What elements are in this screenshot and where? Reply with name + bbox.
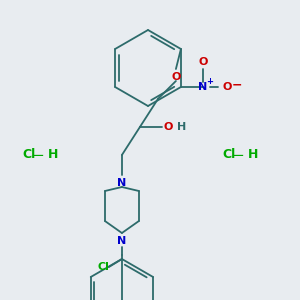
Text: H: H xyxy=(177,122,187,132)
Text: O: O xyxy=(198,57,208,67)
Text: O: O xyxy=(163,122,172,132)
Text: +: + xyxy=(206,76,213,85)
Text: N: N xyxy=(198,82,208,92)
Text: Cl: Cl xyxy=(22,148,35,161)
Text: −: − xyxy=(32,148,44,163)
Text: N: N xyxy=(117,236,127,246)
Text: Cl: Cl xyxy=(98,262,110,272)
Text: O: O xyxy=(222,82,232,92)
Text: −: − xyxy=(232,148,244,163)
Text: H: H xyxy=(248,148,258,161)
Text: N: N xyxy=(117,178,127,188)
Text: Cl: Cl xyxy=(222,148,235,161)
Text: −: − xyxy=(232,79,242,92)
Text: O: O xyxy=(171,72,181,82)
Text: H: H xyxy=(48,148,58,161)
